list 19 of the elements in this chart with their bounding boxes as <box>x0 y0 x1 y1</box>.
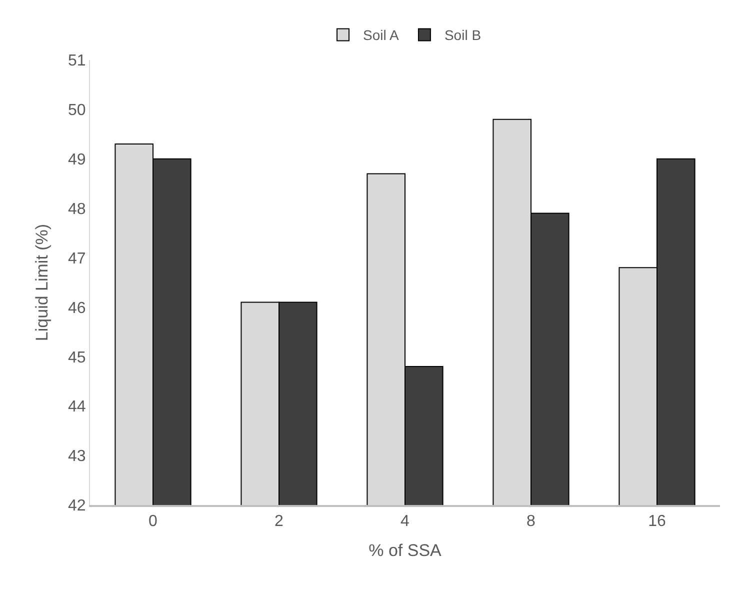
y-tick-label: 46 <box>68 300 86 317</box>
y-tick-label: 49 <box>68 151 86 168</box>
x-tick-label: 8 <box>526 513 536 530</box>
x-tick-label: 16 <box>648 513 666 530</box>
y-tick-label: 45 <box>68 349 86 366</box>
y-tick-label: 47 <box>68 250 86 268</box>
y-axis-title: Liquid Limit (%) <box>32 224 52 342</box>
legend-label: Soil A <box>363 27 400 44</box>
x-tick-label: 2 <box>274 513 284 530</box>
x-tick-label: 4 <box>400 513 410 530</box>
x-tick-label: 0 <box>148 513 158 530</box>
y-tick-label: 43 <box>68 448 86 466</box>
y-tick-label: 42 <box>68 498 86 515</box>
y-tick-label: 44 <box>68 398 86 416</box>
y-tick-label: 51 <box>68 52 86 70</box>
y-tick-label: 50 <box>68 102 86 120</box>
y-tick-label: 48 <box>68 200 86 218</box>
x-axis-title: % of SSA <box>368 541 442 560</box>
legend-label: Soil B <box>444 27 482 44</box>
